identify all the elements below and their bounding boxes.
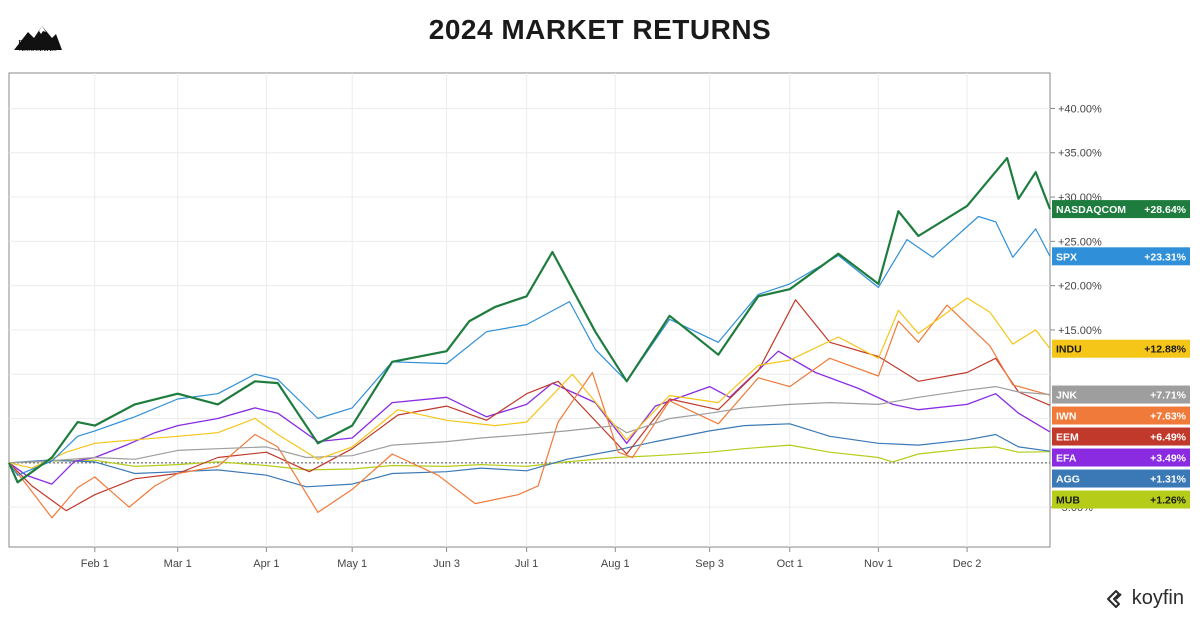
x-tick-label: Mar 1: [164, 558, 192, 570]
end-label-value: +6.49%: [1150, 432, 1187, 444]
end-label-name: EEM: [1056, 432, 1079, 444]
axes: +40.00%+35.00%+30.00%+25.00%+20.00%+15.0…: [81, 103, 1102, 570]
end-label-value: +1.26%: [1150, 495, 1187, 507]
end-label-box: [1052, 406, 1190, 425]
end-label-eem: EEM +6.49%: [1052, 427, 1190, 446]
y-tick-label: +25.00%: [1058, 236, 1102, 248]
end-label-box: [1052, 448, 1190, 467]
end-label-box: [1052, 339, 1190, 358]
x-tick-label: Jun 3: [433, 558, 460, 570]
series-line-efa: [8, 350, 1051, 485]
end-label-name: EFA: [1056, 453, 1077, 465]
x-tick-label: Apr 1: [253, 558, 279, 570]
mountain-icon: [14, 26, 62, 50]
end-label-value: +23.31%: [1144, 251, 1186, 263]
series-line-iwn: [8, 304, 1051, 519]
end-label-name: IWN: [1056, 411, 1076, 423]
end-label-box: [1052, 427, 1190, 446]
end-label-agg: AGG +1.31%: [1052, 469, 1190, 488]
x-tick-label: Oct 1: [777, 558, 803, 570]
end-label-name: AGG: [1056, 474, 1080, 486]
x-tick-label: Dec 2: [953, 558, 982, 570]
series-line-indu: [8, 297, 1051, 469]
end-label-value: +28.64%: [1144, 204, 1186, 216]
end-label-efa: EFA +3.49%: [1052, 448, 1190, 467]
series-line-nasdaqcom: [7, 156, 1052, 484]
x-tick-label: Aug 1: [601, 558, 630, 570]
end-label-mub: MUB +1.26%: [1052, 490, 1190, 509]
x-tick-label: May 1: [337, 558, 367, 570]
end-label-value: +7.63%: [1150, 411, 1187, 423]
end-label-box: [1052, 490, 1190, 509]
end-labels: NASDAQCOM +28.64% SPX +23.31% INDU +12.88% JNK…: [1052, 200, 1190, 509]
series-line-agg: [8, 423, 1051, 488]
koyfin-wordmark: koyfin: [1131, 587, 1184, 609]
series-line-jnk: [8, 386, 1051, 464]
chart-title: 2024 MARKET RETURNS: [428, 14, 772, 45]
logo-line-2: ASSOCIATES: [19, 47, 57, 53]
end-label-name: SPX: [1056, 251, 1077, 263]
series-line-eem: [8, 299, 1051, 512]
y-tick-label: +35.00%: [1058, 148, 1102, 160]
series-lines: [7, 156, 1052, 519]
end-label-iwn: IWN +7.63%: [1052, 406, 1190, 425]
end-label-value: +1.31%: [1150, 474, 1187, 486]
end-label-box: [1052, 469, 1190, 488]
y-tick-label: +20.00%: [1058, 281, 1102, 293]
series-line-spx: [8, 215, 1051, 476]
end-label-indu: INDU +12.88%: [1052, 339, 1190, 358]
plot-frame: [8, 72, 1051, 548]
x-tick-label: Nov 1: [864, 558, 893, 570]
x-tick-label: Jul 1: [515, 558, 538, 570]
end-label-name: NASDAQCOM: [1056, 204, 1126, 216]
line-chart: +40.00%+35.00%+30.00%+25.00%+20.00%+15.0…: [7, 72, 1190, 570]
end-label-value: +12.88%: [1144, 344, 1186, 356]
series-line-mub: [8, 444, 1051, 471]
x-tick-label: Sep 3: [695, 558, 724, 570]
end-label-box: [1052, 200, 1190, 219]
end-label-box: [1052, 247, 1190, 266]
koyfin-logo-icon: [1106, 589, 1122, 608]
end-label-spx: SPX +23.31%: [1052, 247, 1190, 266]
end-label-name: MUB: [1056, 495, 1080, 507]
y-tick-label: +40.00%: [1058, 103, 1102, 115]
x-tick-label: Feb 1: [81, 558, 109, 570]
end-label-jnk: JNK +7.71%: [1052, 385, 1190, 404]
end-label-box: [1052, 385, 1190, 404]
end-label-nasdaqcom: NASDAQCOM +28.64%: [1052, 200, 1190, 219]
end-label-value: +7.71%: [1150, 390, 1187, 402]
koyfin-brand: koyfin: [1104, 587, 1184, 610]
grid: [8, 72, 1051, 548]
end-label-name: JNK: [1056, 390, 1077, 402]
end-label-name: INDU: [1056, 344, 1082, 356]
logo-line-1: PARAMOUNT: [18, 40, 58, 46]
end-label-value: +3.49%: [1150, 453, 1187, 465]
y-tick-label: +15.00%: [1058, 325, 1102, 337]
